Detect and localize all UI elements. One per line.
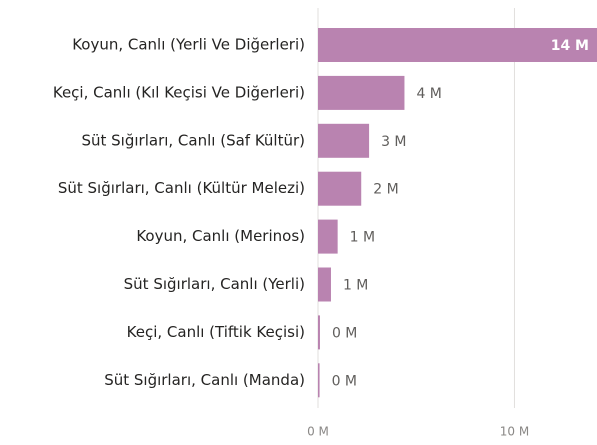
y-tick-label: Süt Sığırları, Canlı (Manda) [104, 371, 305, 389]
bar [318, 123, 370, 158]
y-tick-label: Keçi, Canlı (Kıl Keçisi Ve Diğerleri) [53, 83, 305, 101]
y-tick-label: Keçi, Canlı (Tiftik Keçisi) [127, 323, 305, 341]
data-label: 0 M [332, 373, 357, 389]
data-label: 1 M [350, 230, 375, 246]
bar [318, 219, 338, 254]
bar [318, 171, 362, 206]
bar [318, 28, 597, 62]
data-label: 1 M [343, 278, 368, 294]
y-tick-label: Süt Sığırları, Canlı (Yerli) [124, 275, 305, 293]
x-tick-label: 10 M [500, 425, 529, 439]
bar [318, 75, 405, 110]
bar [318, 363, 320, 398]
y-tick-label: Süt Sığırları, Canlı (Kültür Melezi) [58, 179, 305, 197]
y-tick-label: Koyun, Canlı (Merinos) [136, 227, 305, 245]
x-tick-label: 0 M [307, 425, 329, 439]
y-tick-label: Koyun, Canlı (Yerli Ve Diğerleri) [72, 36, 305, 54]
y-tick-label: Süt Sığırları, Canlı (Saf Kültür) [81, 131, 305, 149]
data-label: 14 M [551, 38, 589, 54]
bar [318, 267, 331, 302]
data-label: 4 M [416, 86, 441, 102]
data-label: 3 M [381, 134, 406, 150]
data-label: 2 M [373, 182, 398, 198]
data-label: 0 M [332, 325, 357, 341]
bar [318, 315, 320, 350]
